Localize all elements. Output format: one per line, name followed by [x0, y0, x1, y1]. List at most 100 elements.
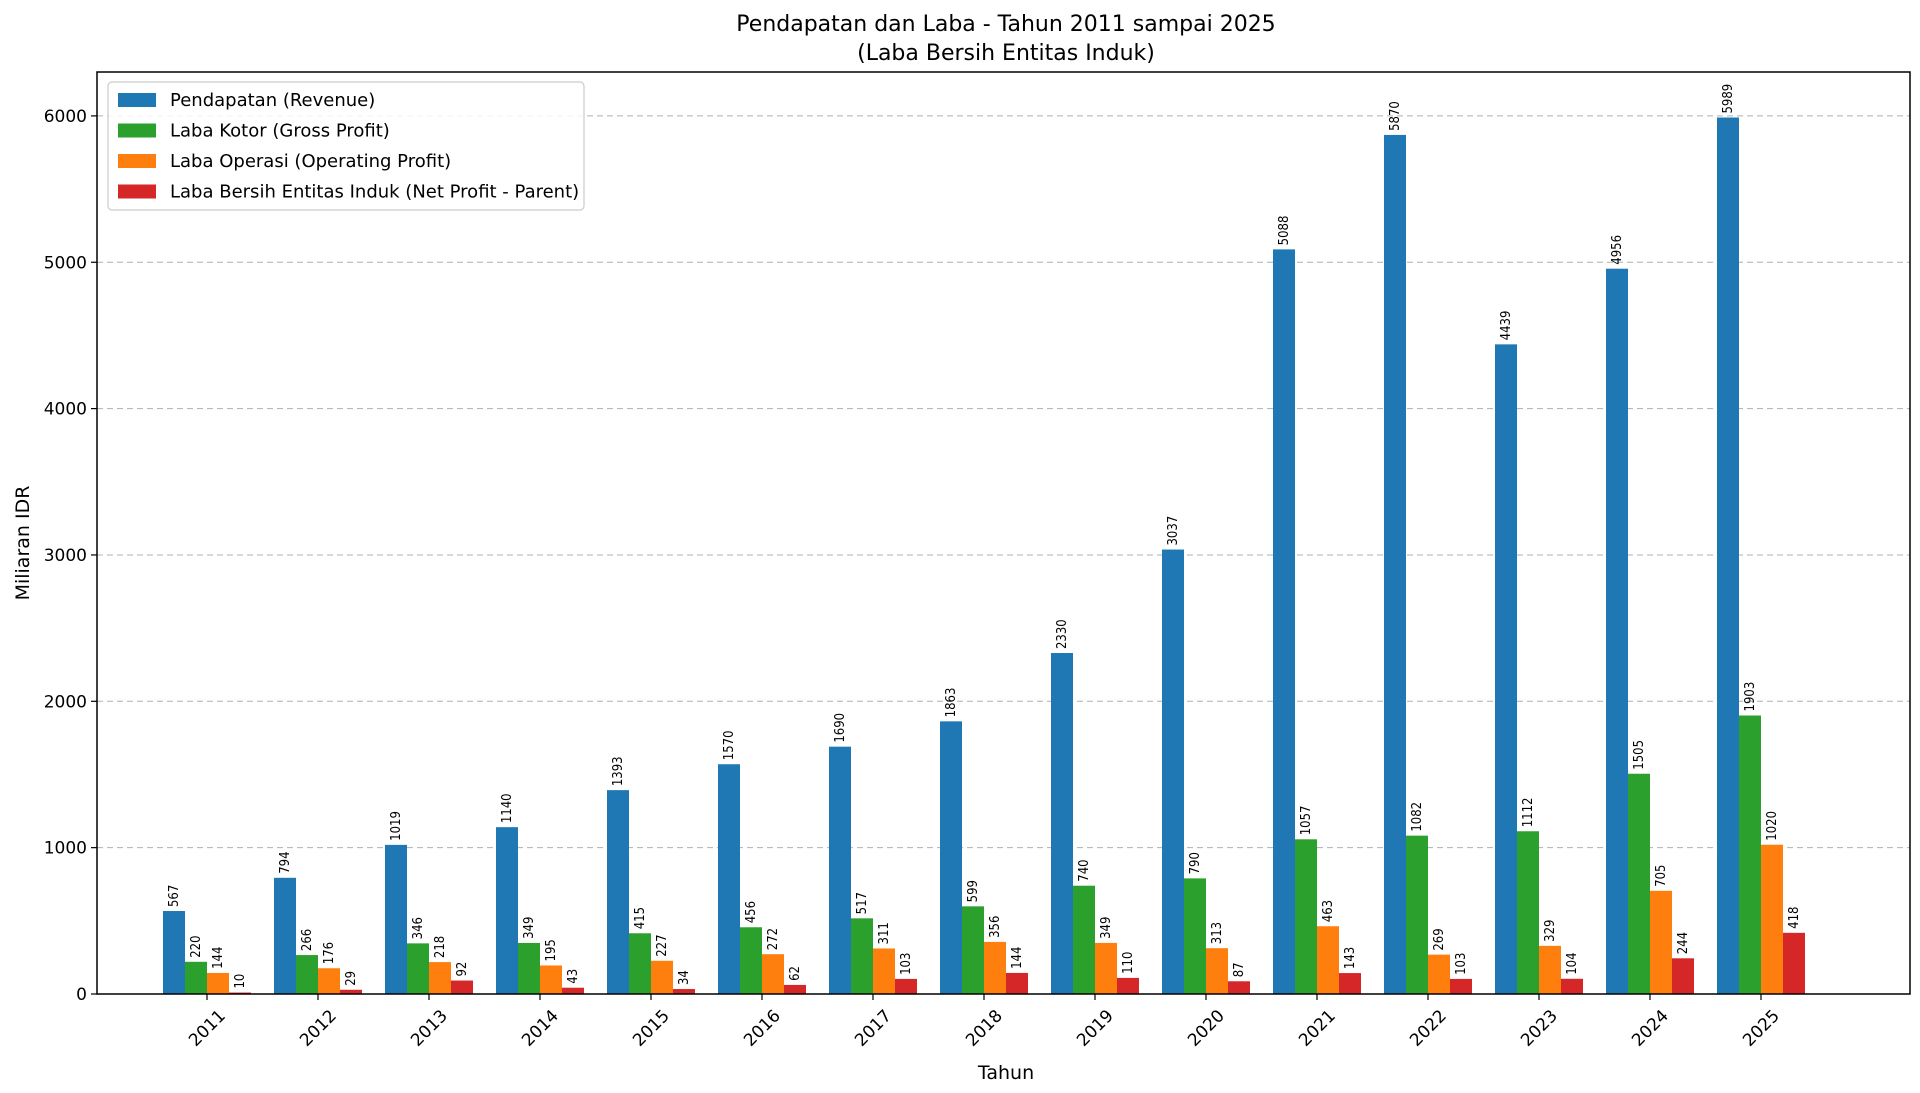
data-label: 10	[233, 974, 248, 989]
bar	[1228, 981, 1250, 994]
bar	[1184, 878, 1206, 994]
bar	[562, 987, 584, 994]
data-label: 1020	[1765, 811, 1780, 841]
data-label: 143	[1343, 947, 1358, 969]
data-label: 456	[744, 901, 759, 923]
bar	[1672, 958, 1694, 994]
x-axis-label: Tahun	[977, 1062, 1034, 1084]
bar	[851, 918, 873, 994]
bar	[296, 955, 318, 994]
bar	[1428, 954, 1450, 994]
bar	[629, 933, 651, 994]
bar	[407, 943, 429, 994]
bar	[762, 954, 784, 994]
bar	[673, 989, 695, 994]
bar	[940, 721, 962, 994]
x-tick-label: 2022	[1406, 1006, 1451, 1051]
bar	[163, 911, 185, 994]
x-tick-label: 2020	[1184, 1006, 1229, 1051]
legend-swatch	[118, 123, 156, 138]
bar	[1761, 844, 1783, 994]
bar	[340, 989, 362, 994]
bar	[1717, 117, 1739, 995]
data-label: 311	[877, 922, 892, 944]
data-label: 144	[1010, 947, 1025, 969]
bar	[1339, 973, 1361, 994]
bar	[829, 746, 851, 994]
data-label: 313	[1210, 922, 1225, 944]
legend-entry: Laba Bersih Entitas Induk (Net Profit - …	[170, 182, 579, 203]
bar	[1273, 249, 1295, 994]
data-label: 4956	[1610, 235, 1625, 265]
bar	[1162, 549, 1184, 994]
data-label: 349	[1099, 917, 1114, 939]
bar	[496, 827, 518, 994]
data-label: 346	[411, 917, 426, 939]
bar	[784, 984, 806, 994]
bar	[740, 927, 762, 994]
data-label: 220	[189, 935, 204, 957]
bar	[1117, 977, 1139, 994]
data-label: 418	[1787, 906, 1802, 928]
chart-title: Pendapatan dan Laba - Tahun 2011 sampai …	[736, 12, 1275, 37]
data-label: 705	[1654, 864, 1669, 886]
data-label: 103	[1454, 953, 1469, 975]
chart-subtitle: (Laba Bersih Entitas Induk)	[857, 41, 1155, 66]
data-labels: 567 220 144 10 794 266 176 29 1019 346 218 92 1140 34…	[167, 84, 1802, 989]
bar	[1095, 942, 1117, 994]
data-label: 415	[633, 907, 648, 929]
bar	[540, 965, 562, 994]
bar	[984, 941, 1006, 994]
data-label: 176	[322, 942, 337, 964]
bar	[207, 972, 229, 994]
data-label: 5989	[1721, 84, 1736, 114]
data-label: 567	[167, 885, 182, 907]
data-label: 269	[1432, 928, 1447, 950]
bar	[651, 960, 673, 994]
legend-swatch	[118, 93, 156, 107]
x-axis-ticks: 2011 2012 2013 2014 2015 2016 2017 2018 2019 2020…	[185, 994, 1784, 1051]
y-tick-label: 1000	[44, 839, 87, 859]
data-label: 1393	[611, 756, 626, 786]
data-label: 87	[1232, 962, 1247, 977]
legend-swatch	[118, 154, 156, 168]
y-tick-label: 3000	[44, 546, 87, 566]
data-label: 329	[1543, 920, 1558, 942]
data-label: 1863	[944, 688, 959, 718]
data-label: 104	[1565, 952, 1580, 974]
bar	[962, 906, 984, 994]
bar	[1406, 835, 1428, 994]
bar	[429, 962, 451, 994]
legend-entry: Laba Operasi (Operating Profit)	[170, 151, 451, 172]
data-label: 1903	[1743, 682, 1758, 712]
plot-frame	[96, 71, 1911, 995]
bar	[895, 978, 917, 994]
legend-entry: Pendapatan (Revenue)	[170, 90, 375, 111]
y-axis-label: Miliaran IDR	[12, 486, 34, 601]
data-label: 43	[566, 969, 581, 984]
data-label: 1505	[1632, 740, 1647, 770]
data-label: 1112	[1521, 797, 1536, 827]
bar	[185, 961, 207, 994]
x-tick-label: 2011	[185, 1006, 230, 1051]
x-tick-label: 2024	[1628, 1006, 1673, 1051]
bar	[873, 948, 895, 994]
bars	[163, 117, 1805, 995]
data-label: 34	[677, 970, 692, 985]
bar	[1495, 344, 1517, 995]
x-tick-label: 2013	[407, 1006, 452, 1051]
bar	[1295, 839, 1317, 994]
legend: Pendapatan (Revenue) Laba Kotor (Gross Pr…	[107, 81, 585, 211]
data-label: 103	[899, 953, 914, 975]
x-tick-label: 2023	[1517, 1006, 1562, 1051]
bar	[1650, 890, 1672, 994]
bar	[1517, 831, 1539, 994]
data-label: 62	[788, 966, 803, 981]
x-tick-label: 2021	[1295, 1006, 1340, 1051]
data-label: 599	[966, 880, 981, 902]
y-tick-label: 5000	[44, 253, 87, 273]
data-label: 4439	[1499, 311, 1514, 341]
data-label: 144	[211, 947, 226, 969]
y-tick-label: 2000	[44, 692, 87, 712]
